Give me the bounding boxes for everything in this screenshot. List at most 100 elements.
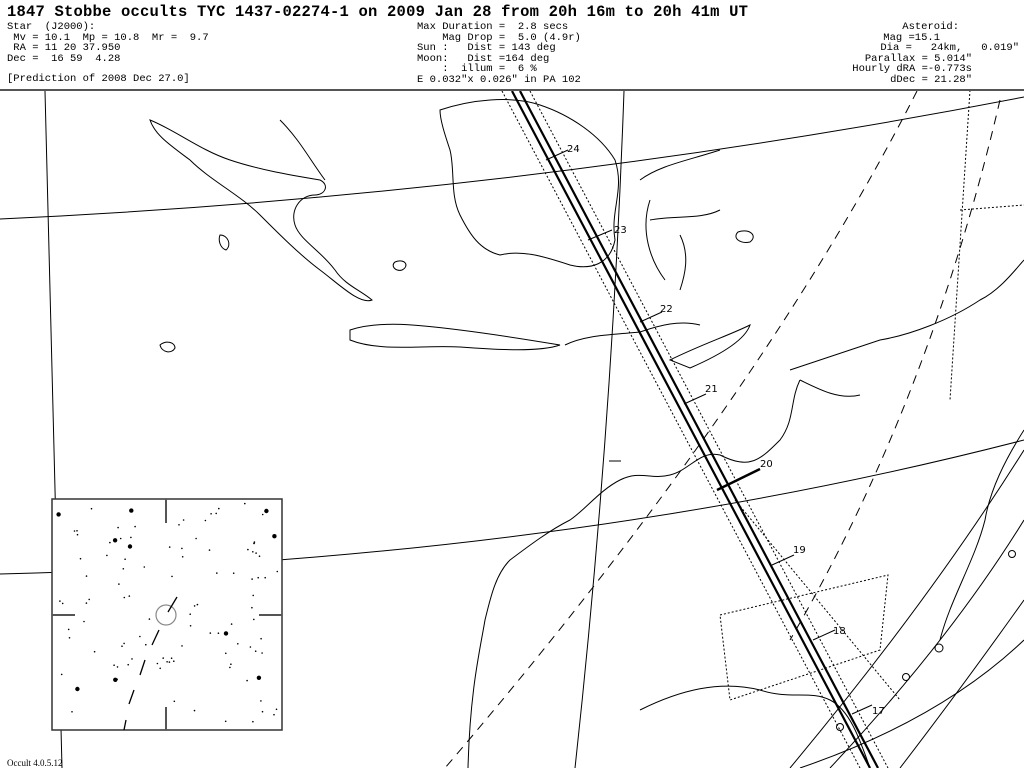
dashed-limit-line [789,99,1001,641]
star-dot [67,628,70,631]
star-dot [71,711,73,713]
star-dot [79,557,82,560]
star-dot [232,572,235,574]
star-dot [273,713,275,716]
star-dot [121,645,123,647]
star-dot [196,603,199,606]
star-dot [255,552,257,554]
hourly-dra: Hourly dRA =-0.773s [852,63,972,75]
time-label: 19 [793,545,806,556]
latitude-line [0,96,1024,220]
time-label: 21 [705,384,718,395]
star-dot [275,708,278,711]
star-dot [253,542,255,544]
time-label: 23 [614,225,627,236]
star-dot [181,645,183,647]
star-dot [230,663,232,665]
time-label: 24 [567,144,580,155]
star-dot [244,502,246,505]
dashed-limit-line [444,91,918,768]
sun-dist: Sun : Dist = 143 deg [417,42,556,54]
star-dot [230,623,233,625]
new-guinea-coast [789,259,1024,397]
sulawesi-coast [639,149,721,291]
meridian-line [574,91,625,768]
star-dot [253,618,255,621]
star-dot [168,546,171,548]
star-dot [173,700,176,703]
java-coast [349,323,561,351]
star-dot [83,620,85,623]
hourly-ddec: dDec = 21.28" [890,73,972,86]
star-mags: Mv = 10.1 Mp = 10.8 Mr = 9.7 [7,31,209,44]
star-dot [217,632,220,634]
star-dot [170,657,173,659]
star-dot [162,657,164,659]
malay-coast [279,119,326,181]
star-dot [225,652,227,655]
star-dot [148,618,151,620]
star-dot [159,667,161,670]
star-dot [261,513,264,516]
asteroid-track [123,596,178,731]
star-dot [260,700,262,702]
star-dot [171,575,173,578]
star-dot [85,602,88,604]
star-dot [246,679,248,682]
star-dot [118,583,120,585]
star-dot [260,637,262,640]
star-dot [61,602,64,605]
star-dot [254,650,257,652]
star-dot [237,643,239,645]
star-dot [131,658,133,660]
star-dot [116,678,118,681]
moon-illum: : illum = 6 % [417,63,537,75]
star-dot [193,709,196,712]
star-dot [139,635,141,638]
star-dot [127,544,133,549]
star-dot [85,575,88,577]
sumatra-coast [149,119,373,302]
target-star-circle [155,604,177,626]
australia-coast [467,379,801,768]
coastlines [149,99,1024,768]
asteroid-mag: Mag =15.1 [883,31,940,44]
star-dot [168,661,171,663]
star-dot [261,652,263,654]
star-dot [215,512,217,515]
star-dot [56,512,61,517]
star-dot [143,566,146,568]
occultation-path [501,91,889,768]
star-dot [117,526,119,529]
event-title: 1847 Stobbe occults TYC 1437-02274-1 on … [7,3,749,21]
path-uncertainty-line [529,91,889,768]
inset-crosshair [52,499,282,730]
error-ellipse: E 0.032"x 0.026" in PA 102 [417,73,581,86]
bali-lombok-coast [564,322,701,346]
star-dot [247,548,249,551]
star-dot [193,605,196,607]
star-dot [128,595,131,597]
mag-drop: Mag Drop = 5.0 (4.9r) [417,31,581,44]
event-info: Max Duration = 2.8 secs Mag Drop = 5.0 (… [417,22,581,85]
star-dot [59,600,61,602]
path-edge-line [511,91,871,768]
star-dot [68,637,71,639]
island [392,260,407,271]
star-dot [76,533,79,536]
star-dot [134,525,136,528]
star-dot [256,675,262,680]
star-dot [251,606,253,609]
dotted-region [719,574,889,701]
star-dot [204,519,207,522]
time-label: 22 [660,304,673,315]
star-dot [257,576,260,579]
station-markers [836,550,1016,731]
grid-curve [789,449,1024,768]
asteroid-parallax: Parallax = 5.014" [864,52,972,65]
star-dot [166,661,168,663]
star-dot [88,598,90,601]
star-dot [251,578,253,580]
grid-curve [899,599,1024,768]
star-dot [116,666,119,668]
